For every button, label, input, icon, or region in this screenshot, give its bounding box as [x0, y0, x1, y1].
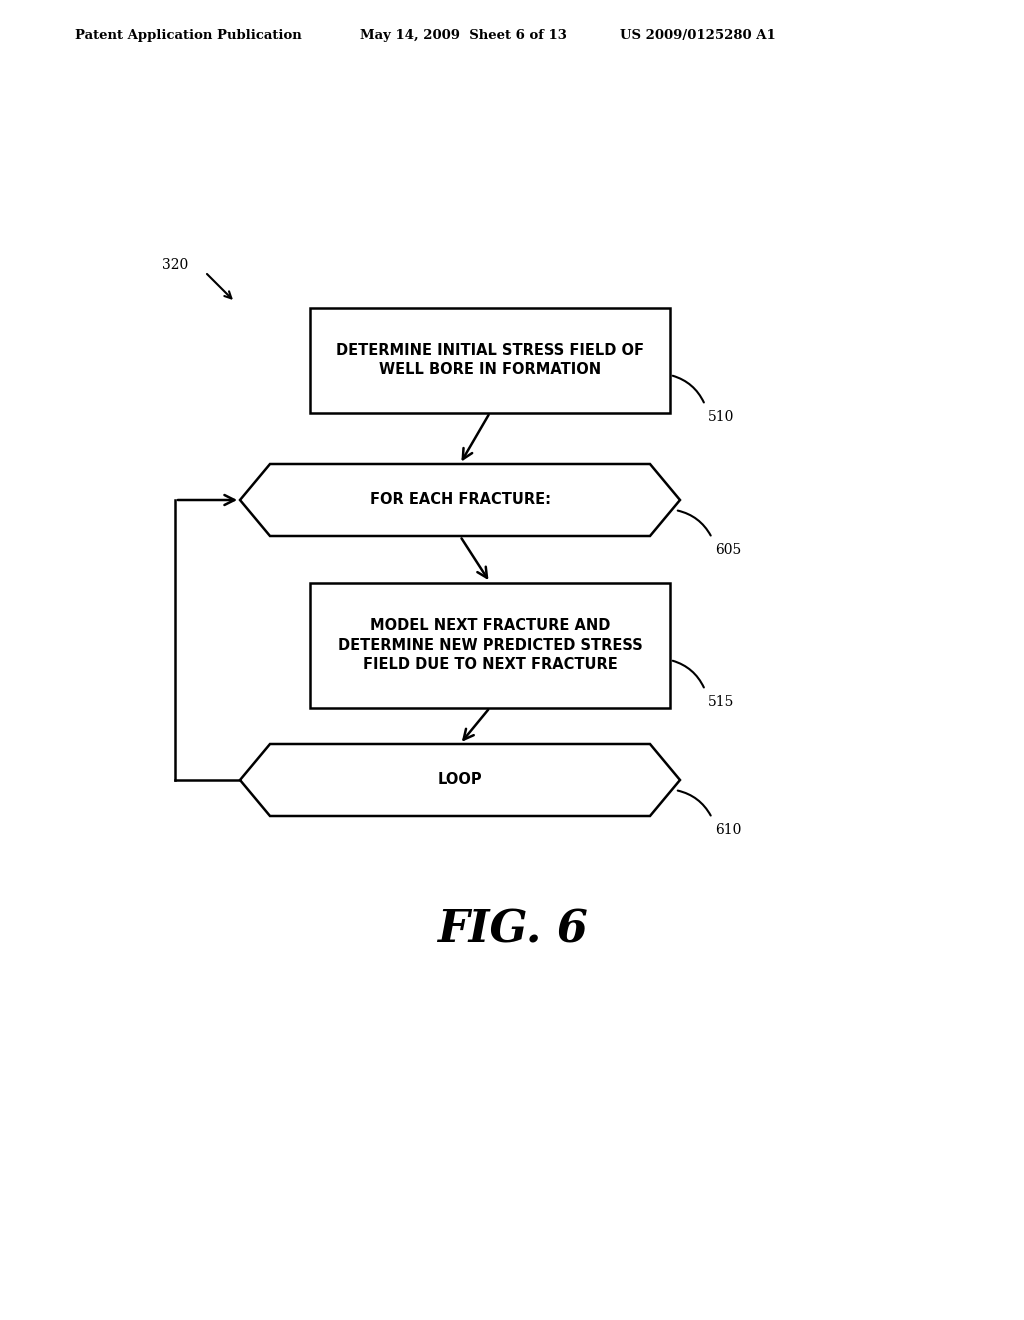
- Text: 515: 515: [708, 696, 734, 709]
- Text: 605: 605: [715, 543, 741, 557]
- Text: US 2009/0125280 A1: US 2009/0125280 A1: [620, 29, 776, 41]
- Text: FIG. 6: FIG. 6: [436, 908, 588, 952]
- Text: FOR EACH FRACTURE:: FOR EACH FRACTURE:: [370, 492, 551, 507]
- Text: DETERMINE INITIAL STRESS FIELD OF
WELL BORE IN FORMATION: DETERMINE INITIAL STRESS FIELD OF WELL B…: [336, 343, 644, 378]
- Text: May 14, 2009  Sheet 6 of 13: May 14, 2009 Sheet 6 of 13: [360, 29, 567, 41]
- Bar: [310, 582, 670, 708]
- Polygon shape: [240, 465, 680, 536]
- Text: 320: 320: [162, 257, 188, 272]
- Text: 510: 510: [708, 411, 734, 424]
- Text: 610: 610: [715, 822, 741, 837]
- Text: Patent Application Publication: Patent Application Publication: [75, 29, 302, 41]
- Polygon shape: [240, 744, 680, 816]
- Text: LOOP: LOOP: [437, 772, 482, 788]
- Bar: [310, 308, 670, 412]
- Text: MODEL NEXT FRACTURE AND
DETERMINE NEW PREDICTED STRESS
FIELD DUE TO NEXT FRACTUR: MODEL NEXT FRACTURE AND DETERMINE NEW PR…: [338, 618, 642, 672]
